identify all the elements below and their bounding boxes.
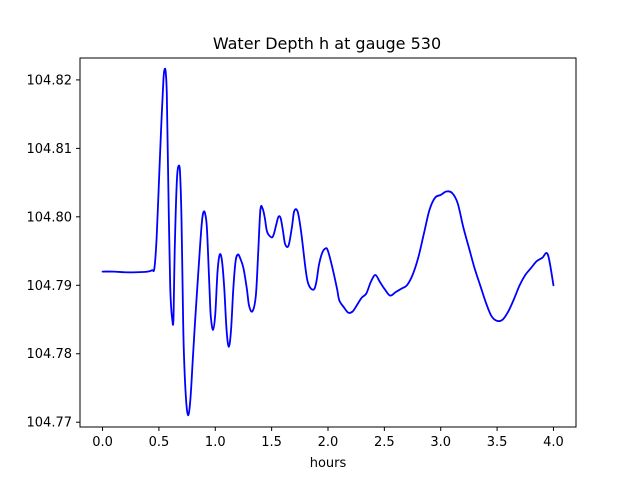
y-tick-label: 104.79	[27, 279, 73, 294]
y-axis: 104.77 104.78 104.79 104.80 104.81 104.82	[27, 73, 80, 431]
y-tick-label: 104.81	[27, 142, 73, 157]
plot-frame	[79, 57, 577, 428]
x-tick-label: 3.5	[487, 435, 508, 450]
plot-area	[101, 67, 555, 417]
x-tick-label: 4.0	[543, 435, 564, 450]
x-tick-label: 2.0	[318, 435, 339, 450]
y-tick-label: 104.82	[27, 73, 73, 88]
x-tick-label: 2.5	[374, 435, 395, 450]
x-tick-label: 0.5	[149, 435, 170, 450]
x-axis-label: hours	[310, 456, 347, 471]
x-tick-label: 1.5	[261, 435, 282, 450]
x-tick-label: 1.0	[205, 435, 226, 450]
y-tick-label: 104.77	[27, 416, 73, 431]
x-tick-label: 0.0	[92, 435, 113, 450]
chart-title: Water Depth h at gauge 530	[213, 34, 441, 53]
series-line-0	[101, 67, 555, 417]
y-tick-label: 104.80	[27, 210, 73, 225]
y-tick-label: 104.78	[27, 347, 73, 362]
x-axis: 0.0 0.5 1.0 1.5 2.0 2.5 3.0 3.5 4.0	[92, 427, 564, 450]
x-tick-label: 3.0	[430, 435, 451, 450]
